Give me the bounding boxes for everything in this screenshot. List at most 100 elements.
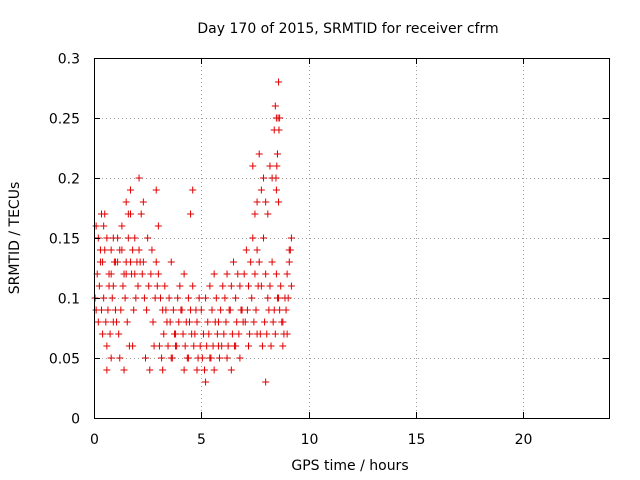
data-point <box>143 306 151 314</box>
data-point <box>98 306 106 314</box>
data-point <box>262 378 270 386</box>
data-point <box>172 342 180 350</box>
data-point <box>152 186 160 194</box>
data-point <box>144 234 152 242</box>
data-point <box>206 282 214 290</box>
x-tick-labels: 0 5 10 15 20 <box>90 432 532 448</box>
data-point <box>272 174 280 182</box>
data-point <box>146 366 154 374</box>
data-point <box>227 282 235 290</box>
y-tick-label: 0 <box>71 412 80 428</box>
data-point <box>283 330 291 338</box>
data-point <box>229 258 237 266</box>
data-point <box>240 270 248 278</box>
y-axis-label: SRMTID / TECUs <box>7 182 23 295</box>
x-axis-label: GPS time / hours <box>291 458 408 474</box>
data-point <box>216 354 224 362</box>
data-point <box>242 246 250 254</box>
data-point <box>201 366 209 374</box>
data-point <box>99 258 107 266</box>
data-point <box>137 210 145 218</box>
axis-ticks <box>94 58 609 419</box>
data-point <box>180 270 188 278</box>
y-tick-label: 0.3 <box>58 52 80 68</box>
data-point <box>167 354 175 362</box>
data-point <box>253 246 261 254</box>
x-tick-label: 20 <box>515 432 533 448</box>
data-point <box>184 354 192 362</box>
data-point <box>264 210 272 218</box>
data-point <box>113 318 121 326</box>
data-point <box>227 366 235 374</box>
data-point <box>135 174 143 182</box>
data-point <box>164 342 172 350</box>
data-point <box>109 282 117 290</box>
data-point <box>122 270 130 278</box>
data-point <box>106 330 114 338</box>
data-point <box>206 354 214 362</box>
data-point <box>272 270 280 278</box>
data-point <box>258 342 266 350</box>
data-point <box>132 294 140 302</box>
data-point <box>275 126 283 134</box>
data-point <box>202 294 210 302</box>
data-point <box>223 354 231 362</box>
data-point <box>104 306 112 314</box>
data-point <box>204 318 212 326</box>
data-point <box>95 282 103 290</box>
data-point <box>235 330 243 338</box>
data-point <box>184 294 192 302</box>
data-point <box>249 234 257 242</box>
data-point <box>282 306 290 314</box>
data-point <box>167 258 175 266</box>
data-point <box>100 222 108 230</box>
data-point <box>195 294 203 302</box>
data-point <box>210 270 218 278</box>
data-point <box>131 234 139 242</box>
data-point <box>246 330 254 338</box>
data-point <box>107 246 115 254</box>
data-point <box>150 342 158 350</box>
data-point <box>115 330 123 338</box>
y-tick-label: 0.25 <box>49 112 80 128</box>
data-point <box>100 294 108 302</box>
data-point <box>129 246 137 254</box>
data-point <box>122 198 130 206</box>
data-point <box>251 210 259 218</box>
data-point <box>232 342 240 350</box>
data-point <box>205 330 213 338</box>
data-point <box>135 246 143 254</box>
data-point <box>166 318 174 326</box>
data-point <box>271 330 279 338</box>
data-point <box>124 210 132 218</box>
data-point <box>275 198 283 206</box>
data-point <box>245 342 252 350</box>
data-point <box>114 258 122 266</box>
data-point <box>153 282 161 290</box>
data-point <box>126 258 134 266</box>
data-point <box>138 270 146 278</box>
data-point <box>273 294 281 302</box>
data-point <box>130 306 138 314</box>
data-point <box>118 222 126 230</box>
data-point <box>105 270 113 278</box>
data-point <box>250 318 258 326</box>
data-point <box>255 150 263 158</box>
data-point <box>265 306 273 314</box>
data-point <box>189 186 197 194</box>
data-point <box>220 330 228 338</box>
data-point <box>174 294 182 302</box>
data-point <box>271 102 279 110</box>
grid-lines <box>94 58 609 418</box>
data-point <box>179 330 187 338</box>
data-point <box>203 342 211 350</box>
data-point <box>107 354 115 362</box>
data-point <box>103 342 111 350</box>
data-point <box>140 294 148 302</box>
data-point <box>273 162 281 170</box>
data-point <box>219 282 227 290</box>
y-tick-label: 0.2 <box>58 172 80 188</box>
data-point <box>185 318 193 326</box>
data-point <box>243 306 251 314</box>
